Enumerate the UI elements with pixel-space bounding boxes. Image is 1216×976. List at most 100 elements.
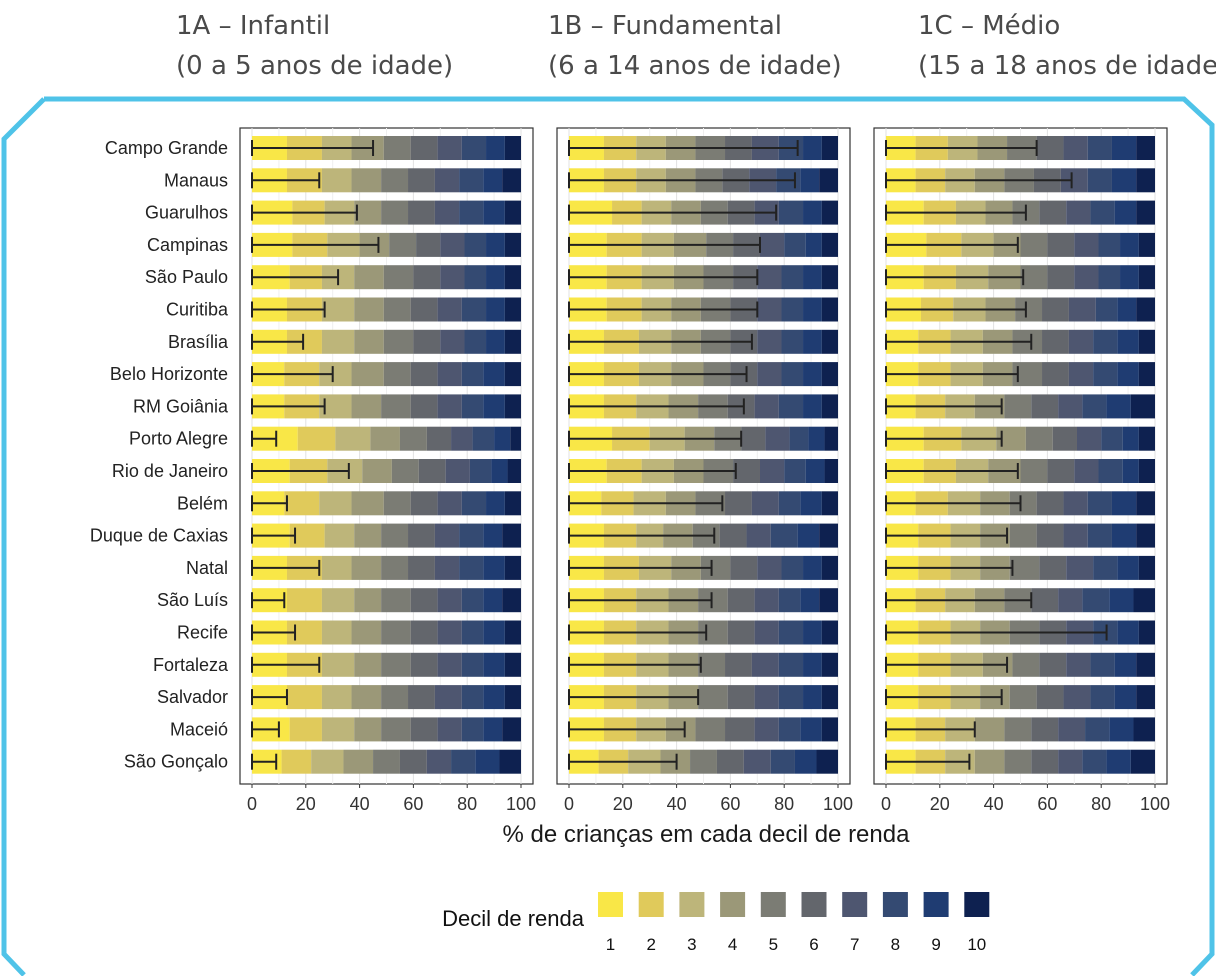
bar-segment-decile-6 [408, 168, 435, 193]
bar-segment-decile-6 [410, 588, 438, 613]
bar-segment-decile-9 [1111, 523, 1137, 548]
bar-segment-decile-5 [381, 555, 409, 580]
chart-panels: 0 20 40 60 80 100 0 20 40 60 80 100 0 20 40 60 80 100 [239, 127, 1170, 814]
bar-segment-decile-10 [821, 136, 838, 160]
bar-segment-decile-10 [1130, 394, 1155, 419]
bar-segment-decile-9 [483, 652, 505, 677]
bar-segment-decile-8 [1082, 588, 1110, 613]
legend-label: 2 [646, 935, 655, 954]
bar-segment-decile-10 [504, 555, 521, 580]
bar-segment-decile-6 [719, 523, 747, 548]
bar-segment-decile-10 [821, 265, 838, 290]
bar-segment-decile-3 [311, 749, 344, 774]
bar-segment-decile-10 [1138, 362, 1155, 387]
bar-segment-decile-10 [504, 491, 521, 516]
x-tick-label: 100 [1140, 794, 1170, 814]
bar-segment-decile-2 [281, 749, 312, 774]
bar-segment-decile-9 [486, 265, 505, 290]
bar-segment-decile-7 [440, 265, 465, 290]
bar-segment-decile-4 [351, 491, 384, 516]
bar-segment-decile-10 [821, 232, 838, 257]
bar-segment-decile-7 [754, 620, 779, 645]
bar-segment-decile-9 [483, 362, 505, 387]
bar-segment-decile-9 [803, 297, 822, 322]
bar-segment-decile-6 [408, 555, 435, 580]
panel-2: 0 20 40 60 80 100 [556, 127, 853, 814]
bar-segment-decile-7 [426, 749, 452, 774]
bar-segment-decile-8 [1090, 685, 1115, 710]
bar-segment-decile-3 [335, 426, 371, 451]
category-label: Salvador [157, 687, 228, 707]
bar-segment-decile-8 [1095, 297, 1118, 322]
x-tick-label: 40 [350, 794, 370, 814]
bar-segment-decile-7 [754, 394, 779, 419]
bar-segment-decile-5 [383, 491, 411, 516]
bar-segment-decile-6 [410, 652, 438, 677]
category-label: Natal [186, 558, 228, 578]
legend-swatch [842, 892, 868, 917]
bar-segment-decile-8 [461, 620, 484, 645]
bar-segment-decile-4 [343, 749, 374, 774]
bar-segment-decile-5 [381, 685, 409, 710]
bar-segment-decile-5 [1004, 717, 1032, 742]
bar-segment-decile-9 [1117, 297, 1137, 322]
bar-segment-decile-8 [1090, 200, 1115, 225]
bar-segment-decile-8 [1085, 717, 1110, 742]
bar-segment-decile-6 [410, 136, 438, 160]
bar-segment-decile-7 [440, 232, 465, 257]
legend-swatch [598, 892, 623, 917]
legend-label: 10 [967, 935, 986, 954]
bar-segment-decile-8 [1093, 555, 1118, 580]
bar-segment-decile-8 [461, 394, 484, 419]
bar-segment-decile-10 [1136, 491, 1155, 516]
legend-swatch [679, 892, 705, 917]
x-tick-label: 60 [720, 794, 740, 814]
bar-segment-decile-5 [698, 652, 726, 677]
bar-segment-decile-2 [286, 588, 322, 613]
bar-segment-decile-10 [821, 362, 838, 387]
bar-segment-decile-10 [1130, 749, 1155, 774]
bar-segment-decile-6 [733, 459, 760, 483]
bar-segment-decile-9 [794, 749, 817, 774]
bar-segment-decile-10 [504, 200, 521, 225]
bar-segment-decile-9 [475, 749, 500, 774]
bar-segment-decile-9 [486, 232, 505, 257]
bar-segment-decile-9 [486, 136, 505, 160]
bar-segment-decile-6 [410, 362, 438, 387]
bar-segment-decile-7 [751, 491, 779, 516]
category-label: Recife [177, 623, 228, 643]
bar-segment-decile-7 [765, 426, 790, 451]
bar-segment-decile-6 [1047, 232, 1075, 257]
bar-segment-decile-10 [821, 297, 838, 322]
category-label: Brasília [168, 332, 229, 352]
bar-segment-decile-10 [499, 749, 521, 774]
bar-segment-decile-2 [286, 685, 322, 710]
panel-subtitle-medio: (15 a 18 anos de idade) [918, 51, 1216, 81]
bar-segment-decile-9 [486, 329, 505, 354]
bar-segment-decile-7 [1066, 200, 1091, 225]
bar-segment-decile-9 [483, 523, 503, 548]
bar-segment-decile-9 [483, 588, 503, 613]
bar-segment-decile-4 [362, 459, 392, 483]
bar-segment-decile-5 [1009, 685, 1037, 710]
bar-segment-decile-4 [351, 168, 382, 193]
bar-segment-decile-10 [821, 329, 838, 354]
bar-segment-decile-5 [391, 459, 419, 483]
bar-segment-decile-4 [351, 362, 384, 387]
legend-swatch [760, 892, 786, 917]
category-label: RM Goiânia [133, 396, 229, 416]
bar-segment-decile-8 [1087, 523, 1112, 548]
bar-segment-decile-10 [821, 685, 838, 710]
bar-segment-decile-3 [321, 588, 355, 613]
bar-segment-decile-7 [757, 329, 782, 354]
bar-segment-decile-7 [757, 362, 782, 387]
bar-segment-decile-6 [1042, 362, 1069, 387]
bar-segment-decile-6 [1039, 652, 1067, 677]
bar-segment-decile-8 [461, 652, 484, 677]
bar-segment-decile-4 [370, 426, 400, 451]
bar-segment-decile-7 [1066, 555, 1094, 580]
bar-segment-decile-9 [797, 523, 820, 548]
bar-segment-decile-10 [1138, 620, 1155, 645]
x-tick-label: 60 [1037, 794, 1057, 814]
